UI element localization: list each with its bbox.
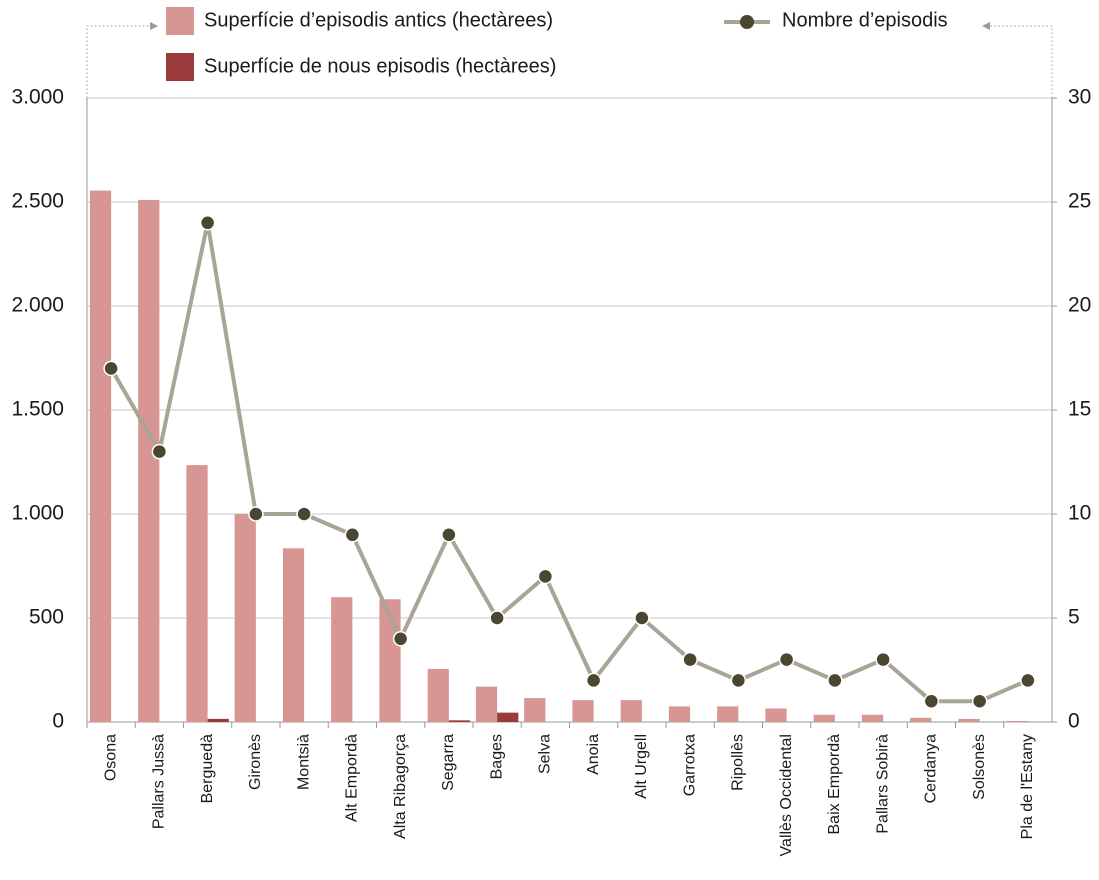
marker bbox=[537, 568, 554, 585]
y-tick-label: 1.000 bbox=[11, 502, 64, 525]
x-tick-label: Segarra bbox=[440, 734, 457, 791]
x-tick-label: Pallars Sobirà bbox=[874, 734, 891, 834]
y2-tick-label: 15 bbox=[1068, 398, 1091, 421]
bar bbox=[475, 686, 498, 722]
y-tick-label: 3.000 bbox=[11, 86, 64, 109]
marker bbox=[199, 215, 216, 231]
y-tick-label: 500 bbox=[29, 606, 64, 629]
bar bbox=[958, 718, 980, 722]
x-tick-label: Montsià bbox=[295, 734, 312, 790]
x-tick-label: Berguedà bbox=[199, 734, 216, 803]
marker bbox=[923, 693, 940, 709]
bar bbox=[765, 708, 787, 722]
marker bbox=[489, 610, 505, 626]
legend-marker bbox=[740, 15, 754, 29]
legend-label: Superfície de nous episodis (hectàrees) bbox=[204, 55, 556, 77]
bar bbox=[668, 706, 691, 722]
bar bbox=[186, 465, 208, 722]
x-tick-label: Osona bbox=[102, 734, 119, 781]
marker bbox=[344, 527, 361, 543]
bar bbox=[861, 714, 884, 722]
marker bbox=[103, 360, 119, 377]
legend-swatch bbox=[166, 7, 194, 35]
x-tick-label: Alt Empordà bbox=[344, 734, 361, 822]
y-tick-label: 1.500 bbox=[11, 398, 64, 421]
x-tick-label: Garrotxa bbox=[681, 734, 698, 796]
x-tick-label: Selva bbox=[537, 734, 554, 774]
bar bbox=[427, 668, 449, 722]
y2-tick-label: 5 bbox=[1068, 606, 1080, 629]
x-tick-label: Solsonès bbox=[971, 734, 988, 800]
x-tick-label: Baix Empordà bbox=[826, 734, 843, 835]
marker bbox=[296, 506, 312, 522]
legend-label: Nombre d’episodis bbox=[782, 9, 948, 31]
x-tick-label: Bages bbox=[488, 734, 505, 779]
legend-arrow-head bbox=[982, 22, 990, 30]
bar bbox=[497, 712, 519, 722]
x-tick-label: Anoia bbox=[585, 734, 602, 775]
x-tick-label: Pallars Jussà bbox=[151, 734, 168, 829]
x-tick-label: Ripollès bbox=[730, 734, 747, 791]
marker bbox=[634, 610, 650, 626]
bar bbox=[282, 548, 305, 722]
y2-tick-label: 20 bbox=[1068, 294, 1091, 317]
y2-tick-label: 25 bbox=[1068, 190, 1091, 213]
y-tick-label: 2.500 bbox=[11, 190, 64, 213]
legend-label: Superfície d’episodis antics (hectàrees) bbox=[204, 9, 553, 31]
bar bbox=[524, 698, 546, 722]
y-tick-label: 2.000 bbox=[11, 294, 64, 317]
y2-tick-label: 30 bbox=[1068, 86, 1091, 109]
bar bbox=[717, 706, 739, 722]
line bbox=[109, 222, 1029, 704]
x-tick-label: Pla de l'Estany bbox=[1019, 734, 1036, 839]
y-tick-label: 0 bbox=[52, 710, 64, 733]
marker bbox=[248, 506, 264, 522]
y2-tick-label: 0 bbox=[1068, 710, 1080, 733]
bar bbox=[331, 597, 353, 722]
bar bbox=[207, 718, 229, 722]
legend-arrow-head bbox=[150, 22, 158, 30]
marker bbox=[827, 672, 843, 689]
marker bbox=[392, 631, 409, 647]
x-tick-label: Alta Ribagorça bbox=[392, 734, 409, 839]
marker bbox=[971, 693, 988, 709]
marker bbox=[730, 672, 747, 689]
x-tick-label: Alt Urgell bbox=[633, 734, 650, 799]
bar bbox=[138, 199, 160, 723]
marker bbox=[778, 651, 795, 668]
bar bbox=[620, 700, 642, 722]
bar bbox=[910, 717, 932, 722]
bar bbox=[813, 714, 835, 722]
marker bbox=[682, 651, 698, 668]
marker bbox=[151, 443, 168, 460]
marker bbox=[1020, 672, 1036, 689]
bar bbox=[572, 700, 594, 722]
legend-swatch bbox=[166, 53, 194, 81]
marker bbox=[875, 651, 891, 668]
x-tick-label: Cerdanya bbox=[923, 734, 940, 803]
bar bbox=[89, 190, 112, 722]
x-tick-label: Vallès Occidental bbox=[778, 734, 795, 856]
marker bbox=[441, 527, 457, 543]
y2-tick-label: 10 bbox=[1068, 502, 1091, 525]
bar bbox=[234, 514, 256, 722]
x-tick-label: Gironès bbox=[247, 734, 264, 790]
bar bbox=[448, 720, 471, 722]
marker bbox=[585, 672, 602, 689]
bar bbox=[1006, 720, 1028, 722]
legend-arrows bbox=[86, 25, 1053, 98]
